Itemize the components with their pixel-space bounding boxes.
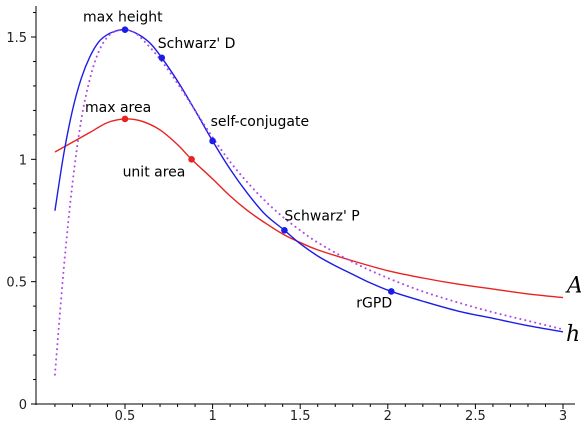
- annotated-points: [121, 26, 395, 295]
- point-marker: [158, 54, 166, 62]
- point-label: self-conjugate: [211, 114, 309, 130]
- point-label: rGPD: [356, 295, 392, 311]
- series-line-A: [54, 118, 564, 299]
- y-tick-label: 1: [19, 153, 27, 168]
- curve-label-h: h: [566, 322, 580, 347]
- point-label: unit area: [123, 164, 186, 180]
- point-marker: [388, 288, 395, 295]
- point-marker: [281, 226, 288, 234]
- y-tick-label: 0.5: [6, 276, 27, 291]
- point-label: max area: [85, 100, 151, 116]
- axes: [35, 6, 575, 405]
- y-tick-label: 0: [19, 398, 27, 413]
- series-lines: [53, 28, 564, 376]
- x-tick-label: 0.5: [115, 409, 136, 424]
- curve-label-A: A: [565, 274, 581, 299]
- point-label: max height: [83, 10, 163, 26]
- x-tick-label: 3: [559, 409, 567, 424]
- x-tick-label: 1.5: [290, 409, 311, 424]
- ticks: 0.5 1 1.5 2 2.5 3 0 0.5 1 1.5: [6, 12, 567, 424]
- series-line-dotted: [53, 28, 564, 376]
- point-label: Schwarz' D: [158, 36, 236, 52]
- point-marker: [121, 115, 129, 123]
- series-line-h: [54, 28, 564, 333]
- x-tick-label: 2: [384, 409, 392, 424]
- y-tick-label: 1.5: [6, 31, 27, 46]
- point-label: Schwarz' P: [284, 208, 359, 224]
- x-tick-label: 1: [208, 409, 216, 424]
- x-tick-label: 2.5: [465, 409, 486, 424]
- annotations: max height Schwarz' D self-conjugate Schwar…: [83, 10, 581, 347]
- point-marker: [209, 137, 216, 145]
- point-marker: [121, 26, 129, 33]
- point-marker: [188, 156, 195, 163]
